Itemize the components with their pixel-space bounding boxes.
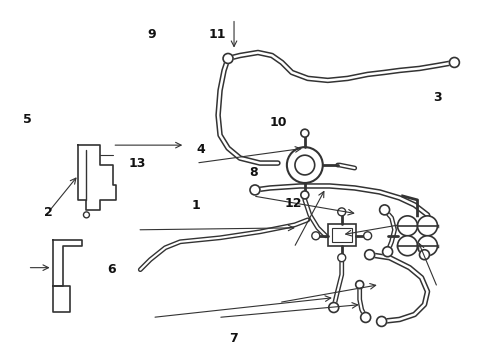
FancyBboxPatch shape bbox=[331, 228, 351, 242]
Polygon shape bbox=[78, 145, 116, 210]
Circle shape bbox=[360, 312, 370, 323]
Text: 4: 4 bbox=[196, 143, 204, 156]
Circle shape bbox=[337, 208, 345, 216]
Circle shape bbox=[300, 129, 308, 137]
FancyBboxPatch shape bbox=[327, 224, 355, 246]
Polygon shape bbox=[52, 285, 70, 312]
Text: 3: 3 bbox=[432, 91, 441, 104]
Circle shape bbox=[311, 232, 319, 240]
Circle shape bbox=[376, 316, 386, 327]
Circle shape bbox=[300, 191, 308, 199]
Circle shape bbox=[249, 185, 260, 195]
Circle shape bbox=[364, 250, 374, 260]
Text: 5: 5 bbox=[23, 113, 32, 126]
Text: 2: 2 bbox=[44, 206, 53, 219]
Circle shape bbox=[417, 236, 437, 256]
Text: 9: 9 bbox=[147, 28, 156, 41]
Text: 6: 6 bbox=[107, 263, 116, 276]
Text: 12: 12 bbox=[284, 197, 302, 210]
Circle shape bbox=[223, 54, 233, 63]
Text: 10: 10 bbox=[269, 116, 287, 129]
Circle shape bbox=[337, 254, 345, 262]
Circle shape bbox=[294, 155, 314, 175]
Circle shape bbox=[397, 236, 417, 256]
Circle shape bbox=[83, 212, 89, 218]
Circle shape bbox=[286, 147, 322, 183]
Circle shape bbox=[417, 216, 437, 236]
Circle shape bbox=[363, 232, 371, 240]
Text: 8: 8 bbox=[248, 166, 257, 179]
Circle shape bbox=[355, 280, 363, 289]
Circle shape bbox=[419, 250, 428, 260]
Polygon shape bbox=[397, 226, 437, 246]
Text: 7: 7 bbox=[229, 332, 238, 345]
Circle shape bbox=[379, 205, 389, 215]
Polygon shape bbox=[52, 240, 82, 285]
Text: 13: 13 bbox=[128, 157, 145, 170]
Circle shape bbox=[448, 58, 458, 67]
Circle shape bbox=[382, 247, 392, 257]
Circle shape bbox=[328, 302, 338, 312]
Text: 11: 11 bbox=[208, 28, 226, 41]
Text: 1: 1 bbox=[191, 199, 200, 212]
Circle shape bbox=[397, 216, 417, 236]
